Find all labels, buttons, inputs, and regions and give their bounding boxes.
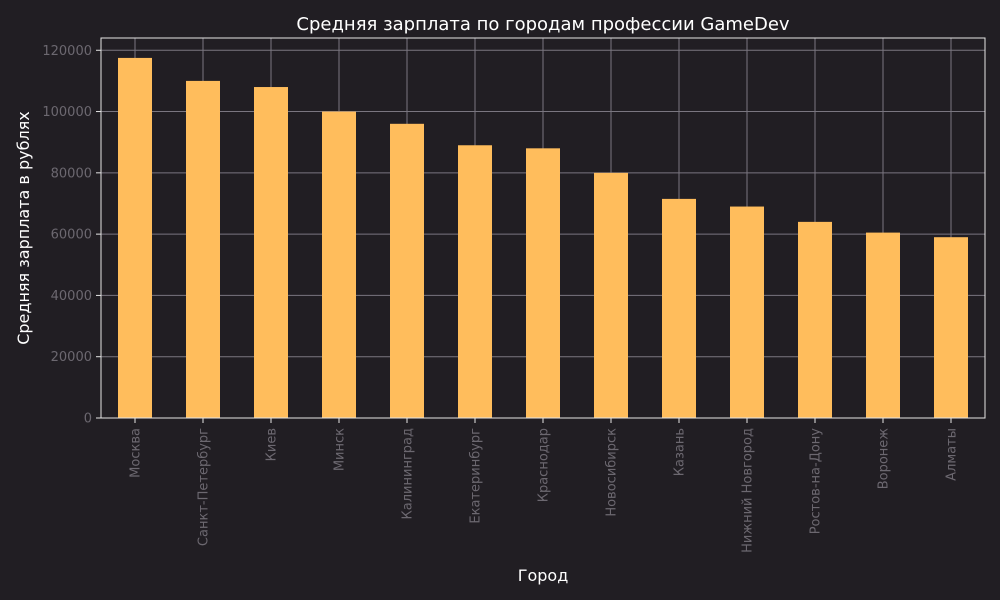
bar	[798, 221, 832, 418]
bar	[866, 232, 900, 418]
y-tick-label: 80000	[51, 166, 92, 181]
bar	[254, 87, 288, 418]
y-tick-label: 120000	[42, 44, 92, 59]
bar	[390, 123, 424, 418]
x-tick-label: Калининград	[401, 428, 416, 519]
bar	[322, 111, 356, 418]
x-tick-label: Алматы	[945, 428, 960, 481]
bar	[186, 80, 220, 418]
bar	[594, 172, 628, 418]
bar	[118, 57, 152, 419]
bar	[458, 145, 492, 419]
bar	[662, 198, 696, 418]
y-tick-labels: 0 20000 40000 60000 80000 100000 120000	[42, 44, 101, 427]
bar	[934, 237, 968, 418]
x-tick-label: Казань	[673, 428, 688, 476]
y-tick-label: 40000	[51, 289, 92, 304]
bar	[526, 148, 560, 419]
x-tick-labels: Москва Санкт-Петербург Киев Минск Калинингра…	[129, 418, 960, 553]
bars	[118, 57, 968, 419]
x-tick-label: Краснодар	[537, 428, 552, 502]
y-tick-label: 100000	[42, 105, 92, 120]
x-tick-label: Москва	[129, 428, 144, 478]
x-tick-label: Минск	[333, 428, 348, 471]
y-tick-label: 20000	[51, 350, 92, 365]
x-tick-label: Новосибирск	[605, 428, 620, 517]
x-axis-label: Город	[518, 566, 569, 585]
x-tick-label: Ростов-на-Дону	[809, 428, 824, 535]
x-tick-label: Екатеринбург	[469, 428, 484, 524]
chart-title: Средняя зарплата по городам профессии Ga…	[296, 14, 790, 35]
y-tick-label: 60000	[51, 228, 92, 243]
bar	[730, 206, 764, 418]
y-axis-label: Средняя зарплата в рублях	[14, 111, 33, 345]
x-tick-label: Санкт-Петербург	[197, 428, 212, 546]
y-tick-label: 0	[84, 412, 92, 427]
x-tick-label: Нижний Новгород	[741, 428, 756, 553]
x-tick-label: Воронеж	[877, 428, 892, 490]
x-tick-label: Киев	[265, 428, 280, 461]
